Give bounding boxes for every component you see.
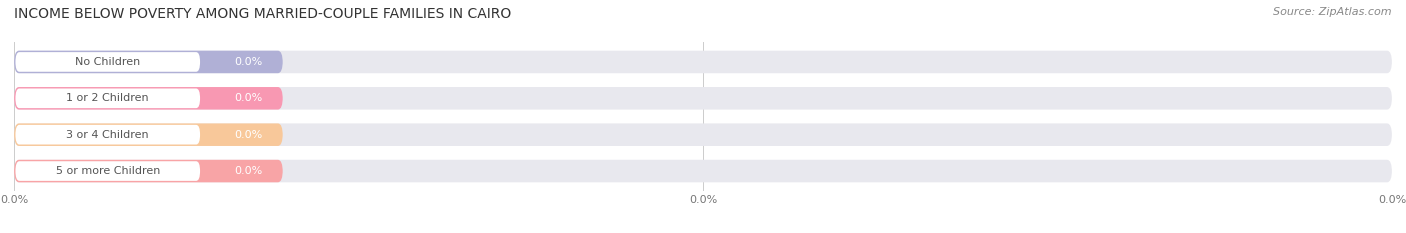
FancyBboxPatch shape	[14, 51, 283, 73]
FancyBboxPatch shape	[15, 125, 200, 144]
Text: 1 or 2 Children: 1 or 2 Children	[66, 93, 149, 103]
FancyBboxPatch shape	[14, 160, 283, 182]
FancyBboxPatch shape	[14, 51, 1392, 73]
Text: 5 or more Children: 5 or more Children	[56, 166, 160, 176]
Text: INCOME BELOW POVERTY AMONG MARRIED-COUPLE FAMILIES IN CAIRO: INCOME BELOW POVERTY AMONG MARRIED-COUPL…	[14, 7, 512, 21]
FancyBboxPatch shape	[14, 87, 1392, 110]
Text: 3 or 4 Children: 3 or 4 Children	[66, 130, 149, 140]
FancyBboxPatch shape	[15, 52, 200, 72]
Text: 0.0%: 0.0%	[233, 93, 262, 103]
Text: 0.0%: 0.0%	[233, 166, 262, 176]
FancyBboxPatch shape	[14, 87, 283, 110]
Text: 0.0%: 0.0%	[233, 57, 262, 67]
FancyBboxPatch shape	[14, 123, 283, 146]
Text: 0.0%: 0.0%	[233, 130, 262, 140]
Text: No Children: No Children	[75, 57, 141, 67]
FancyBboxPatch shape	[15, 89, 200, 108]
Text: Source: ZipAtlas.com: Source: ZipAtlas.com	[1274, 7, 1392, 17]
FancyBboxPatch shape	[15, 161, 200, 181]
FancyBboxPatch shape	[14, 123, 1392, 146]
FancyBboxPatch shape	[14, 160, 1392, 182]
